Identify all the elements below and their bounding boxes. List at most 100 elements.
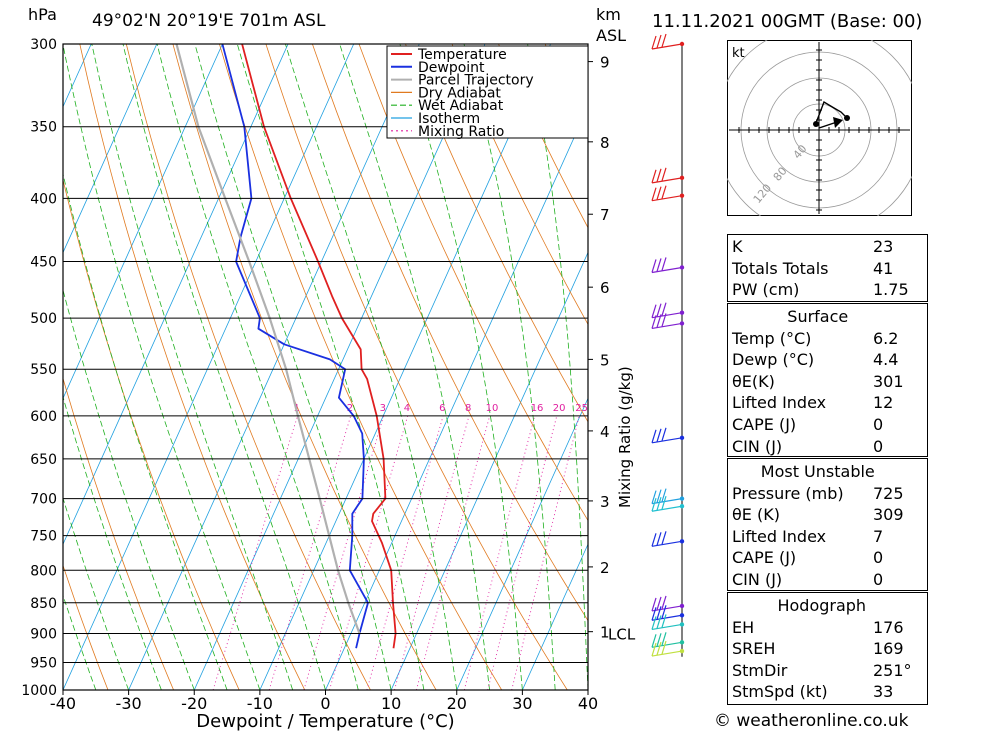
x-tick-label: 40 [578,694,598,713]
wind-barb [651,531,683,547]
index-row: θE(K) 301 [732,371,904,391]
wet-adiabat-line [527,44,588,690]
mixing-ratio-label: 20 [553,403,566,414]
y-tick-label: 300 [30,37,57,53]
wind-barb-feather [656,34,662,49]
km-tick-label: 5 [600,351,610,369]
wind-barb-feather [656,314,662,328]
wind-barb-feather [661,488,667,502]
index-row: StmSpd (kt) 33 [732,682,894,702]
index-row: Temp (°C) 6.2 [732,328,899,348]
wind-barb-feather [661,595,667,610]
wind-barb [651,33,683,50]
km-tick-label: 7 [600,206,610,224]
wind-barb [651,605,683,621]
dry-adiabat-line [405,44,588,423]
wind-barb-feather [661,632,667,646]
dry-adiabat-line [498,44,588,229]
index-row: Lifted Index 7 [732,526,884,546]
hodograph-unit: kt [732,46,745,61]
legend-item: Temperature [417,47,507,63]
isotherm-line [63,44,289,546]
wet-adiabat-line [63,395,162,690]
x-tick-label: -30 [116,694,142,713]
wind-barb-feather [656,168,662,183]
wet-adiabat-line [285,44,458,690]
wet-adiabat-line [236,44,425,690]
wind-barb-feather [656,497,662,511]
wind-barb-shaft [651,195,683,202]
wind-barb-feather [651,304,657,318]
wind-barb-feather [661,605,667,619]
x-axis-label: Dewpoint / Temperature (°C) [196,711,454,732]
wind-barb-feather [651,315,657,329]
wind-barb-shaft [651,605,683,612]
wind-barb-feather [661,257,667,271]
x-tick-label: 0 [320,694,330,713]
y-tick-label: 700 [30,492,57,508]
wind-barb-feather [656,641,662,656]
mixing-ratio-label: 16 [531,403,544,414]
indices-surface-box: Surface Temp (°C) 6.2 Dewp (°C) 4.4 θE(K) 3… [727,303,928,457]
wind-barb-feather [651,533,657,547]
mixing-ratio-line [366,415,444,690]
wind-barb-feather [656,532,662,546]
wind-barb-dot [679,193,685,198]
wind-barb-feather [661,614,667,628]
wind-barb-shaft [651,623,683,631]
index-row: EH 176 [732,617,904,637]
y-tick-label: 850 [30,596,57,612]
dry-adiabat-line [358,44,588,522]
y-tick-label: 400 [30,191,57,207]
wind-barb-feather [661,185,667,199]
x-tick-label: 30 [512,694,532,713]
indices-hodograph-box: Hodograph EH 176 SREH 169 StmDir 251° StmSp… [727,592,928,705]
legend-item: Mixing Ratio [418,124,504,140]
wind-barb-dot [679,504,685,509]
wind-barb [651,640,683,657]
wind-barb-feather [661,33,667,48]
wind-barb [651,257,683,274]
km-tick-label: 9 [600,54,610,72]
index-row: K 23 [732,237,894,256]
copyright-link[interactable]: © weatheronline.co.uk [714,711,909,731]
wind-barb-feather [651,187,657,201]
wind-barb [651,614,683,631]
wet-adiabat-line [63,496,129,690]
y-tick-label: 950 [30,655,57,671]
wind-barb-feather [661,496,667,510]
most-unstable-title: Most Unstable [760,462,875,481]
index-row: θE (K) 309 [732,505,904,525]
mixing-ratio-label: 4 [404,403,410,414]
isotherm-line [456,397,588,690]
wind-barb-feather [651,616,657,630]
wet-adiabat-line [399,44,523,690]
wind-barb-feather [656,606,662,620]
dry-adiabat-line [219,44,503,690]
wind-barb-dot [679,175,685,181]
dry-adiabat-line [964,44,1000,690]
wind-barb [651,185,683,202]
wind-barb-shaft [651,177,683,184]
isotherm-line [193,44,486,690]
legend-item: Wet Adiabat [418,98,504,114]
wind-barb-shaft [651,43,683,50]
mixing-ratio-line [463,415,536,690]
isotherm-line [325,105,588,690]
wind-barb-feather [656,633,662,647]
y-tick-label: 800 [30,563,57,579]
location-title: 49°02'N 20°19'E 701m ASL [92,11,326,31]
km-tick-label: 2 [600,559,610,577]
indices-general-box: K 23 Totals Totals 41 PW (cm) 1.75 [727,234,928,302]
wind-barb-dot [679,310,685,315]
wind-barb [651,595,683,612]
y-tick-label: 900 [30,626,57,642]
hodograph-point [813,121,819,127]
dry-adiabat-line [451,44,588,326]
index-row: CAPE (J) 0 [732,414,884,434]
wind-barb-feather [661,167,667,182]
wind-barb [651,167,683,184]
wind-barb-feather [651,634,657,648]
y-tick-label: 600 [30,409,57,425]
